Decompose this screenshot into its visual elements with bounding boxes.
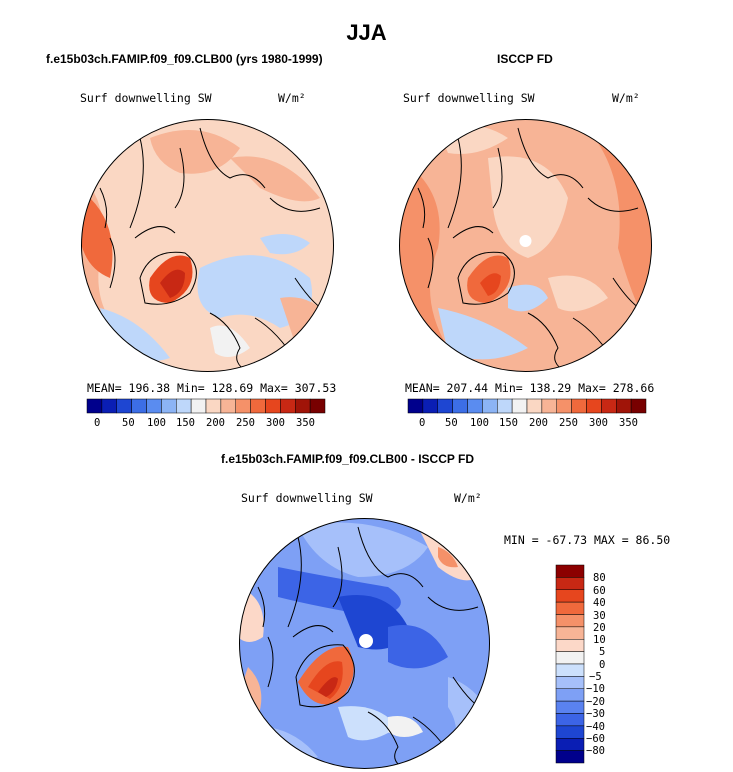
panel2-polar-map [399,119,652,372]
panel3-colorbar-tick: 30 [593,610,606,622]
panel3-colorbar-tick: −10 [586,683,605,695]
panel3-colorbar-tick: 60 [593,585,606,597]
colorbar-swatch [555,564,585,578]
colorbar-swatch [309,398,326,414]
panel1-colorbar-tick: 350 [296,417,315,429]
panel3-colorbar-tick: 80 [593,572,606,584]
colorbar-swatch [616,398,632,414]
colorbar-swatch [407,398,424,414]
panel1-title: f.e15b03ch.FAMIP.f09_f09.CLB00 (yrs 1980… [46,52,323,66]
panel1-units-label: W/m² [278,91,306,105]
colorbar-swatch [601,398,617,414]
panel1-colorbar-tick: 300 [266,417,285,429]
panel1-stats: MEAN= 196.38 Min= 128.69 Max= 307.53 [87,381,337,395]
panel1-variable-label: Surf downwelling SW [80,91,212,105]
panel3-colorbar-tick: 0 [599,659,606,671]
colorbar-swatch [630,398,647,414]
panel1-colorbar-tick: 200 [206,417,225,429]
panel1-colorbar-tick: 50 [122,417,135,429]
colorbar-swatch [161,398,177,414]
panel3-stats: MIN = -67.73 MAX = 86.50 [504,533,671,547]
colorbar-swatch [526,398,543,414]
colorbar-swatch [116,398,132,414]
colorbar-swatch [555,614,585,628]
colorbar-swatch [555,713,585,727]
panel1-colorbar-tick: 150 [176,417,195,429]
colorbar-swatch [176,398,192,414]
colorbar-swatch [190,398,207,414]
colorbar-swatch [555,639,585,652]
colorbar-swatch [555,589,585,603]
panel2-stats: MEAN= 207.44 Min= 138.29 Max= 278.66 [405,381,655,395]
panel3-colorbar-tick: −20 [586,696,605,708]
panel3-colorbar-tick: 40 [593,597,606,609]
colorbar-swatch [482,398,498,414]
colorbar-swatch [555,738,585,751]
colorbar-swatch [205,398,222,414]
panel1-colorbar [86,398,326,414]
panel3-units-label: W/m² [454,491,482,505]
panel1-colorbar-tick: 250 [236,417,255,429]
panel2-title: ISCCP FD [497,52,553,66]
colorbar-swatch [555,577,585,590]
colorbar-swatch [265,398,281,414]
panel3-colorbar [555,564,585,764]
colorbar-swatch [295,398,311,414]
panel2-variable-label: Surf downwelling SW [403,91,535,105]
panel3-polar-map [239,518,490,769]
colorbar-swatch [555,663,585,677]
panel3-colorbar-tick: 10 [593,634,606,646]
colorbar-swatch [555,676,585,689]
panel3-variable-label: Surf downwelling SW [241,491,373,505]
panel1-colorbar-tick: 100 [147,417,166,429]
colorbar-swatch [555,626,585,640]
colorbar-swatch [555,601,585,615]
colorbar-swatch [452,398,468,414]
panel3-title: f.e15b03ch.FAMIP.f09_f09.CLB00 - ISCCP F… [221,452,474,466]
colorbar-swatch [555,651,585,665]
panel1-colorbar-tick: 0 [94,417,101,429]
colorbar-swatch [86,398,103,414]
colorbar-swatch [101,398,117,414]
colorbar-swatch [467,398,483,414]
panel2-colorbar-tick: 200 [529,417,548,429]
colorbar-swatch [511,398,528,414]
colorbar-swatch [586,398,602,414]
figure-title: JJA [346,20,387,45]
panel3-colorbar-tick: −5 [589,671,602,683]
colorbar-swatch [146,398,162,414]
colorbar-swatch [131,398,147,414]
panel2-colorbar-tick: 100 [470,417,489,429]
colorbar-swatch [250,398,266,414]
colorbar-swatch [437,398,453,414]
colorbar-swatch [541,398,557,414]
panel2-colorbar-tick: 300 [589,417,608,429]
panel2-colorbar-tick: 250 [559,417,578,429]
panel3-colorbar-tick: −30 [586,708,605,720]
panel3-colorbar-tick: −80 [586,745,605,757]
colorbar-swatch [220,398,236,414]
colorbar-swatch [235,398,251,414]
panel1-polar-map [81,119,334,372]
colorbar-swatch [555,725,585,739]
panel3-colorbar-tick: −60 [586,733,605,745]
colorbar-swatch [555,750,585,764]
colorbar-swatch [555,688,585,702]
panel2-colorbar [407,398,647,414]
panel2-colorbar-tick: 350 [619,417,638,429]
panel2-units-label: W/m² [612,91,640,105]
colorbar-swatch [497,398,513,414]
panel3-colorbar-tick: −40 [586,721,605,733]
panel2-colorbar-tick: 0 [419,417,426,429]
colorbar-swatch [571,398,587,414]
colorbar-swatch [422,398,438,414]
panel2-colorbar-tick: 150 [499,417,518,429]
colorbar-swatch [555,700,585,714]
panel2-colorbar-tick: 50 [445,417,458,429]
panel3-colorbar-tick: 5 [599,646,606,658]
colorbar-swatch [280,398,296,414]
panel3-colorbar-tick: 20 [593,622,606,634]
colorbar-swatch [556,398,572,414]
